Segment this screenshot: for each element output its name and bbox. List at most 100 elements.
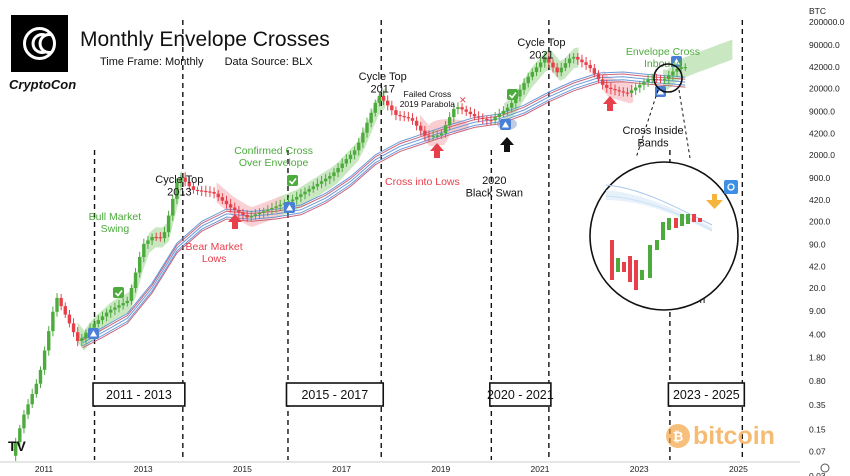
annotation-text: Black Swan [466, 188, 523, 200]
candle-body [530, 72, 535, 77]
candle-body [13, 442, 18, 456]
highlight-zone-bull [504, 47, 579, 124]
candle-body [373, 102, 377, 113]
period-box [667, 382, 746, 407]
candle-body [472, 114, 477, 117]
cryptocon-logo [11, 15, 68, 72]
annotation-text: Lows [202, 253, 227, 265]
candle-body [452, 109, 456, 118]
candle-body [311, 186, 315, 190]
candle-body [555, 67, 559, 73]
candle-body [394, 110, 398, 115]
candle-body [42, 350, 47, 370]
y-tick-label: 4200.0 [809, 129, 835, 139]
y-tick-label: 42000.0 [809, 62, 840, 72]
triangle-icon [502, 121, 509, 128]
candle-body [237, 210, 241, 213]
candle-body [534, 67, 539, 73]
candle-body [551, 62, 555, 68]
candle-body [208, 191, 212, 193]
annotation-text: Bands [637, 138, 669, 150]
candle-body [402, 116, 406, 118]
candle-body [332, 172, 336, 177]
candle-body [129, 288, 134, 301]
candle-body [605, 84, 609, 88]
candle-body [559, 67, 563, 73]
y-tick-label: 20000.0 [809, 84, 840, 94]
candle-body [22, 414, 26, 429]
zoom-candle [622, 262, 626, 272]
candle-body [150, 236, 154, 241]
annotation-text: Inbound [644, 58, 682, 70]
annotation-text: Envelope Cross [626, 46, 700, 58]
annotation-text: 2013 [167, 187, 191, 199]
candle-body [629, 90, 634, 93]
annotation-text: Failed Cross [404, 89, 452, 99]
x-tick-label: 2013 [134, 464, 153, 474]
highlight-zone-bull [276, 87, 386, 218]
candle-body [406, 117, 411, 119]
envelope-band [82, 81, 686, 349]
candle-body [613, 89, 617, 91]
y-tick-label: 2000.0 [809, 150, 835, 160]
candle-body [493, 117, 497, 121]
candle-body [249, 215, 253, 218]
candle-body [55, 297, 59, 312]
zoom-band-fill [606, 190, 712, 232]
y-tick-label: 0.15 [809, 424, 826, 434]
candle-body [509, 103, 514, 108]
candle-body [501, 110, 506, 114]
confirmed-cross-marker [287, 175, 298, 186]
candle-body [609, 87, 613, 90]
x-tick-label: 2015 [233, 464, 252, 474]
candle-body [667, 75, 671, 80]
candle-body [662, 79, 667, 81]
candle-body [67, 314, 72, 324]
candle-body [526, 76, 530, 84]
triangle-icon [657, 88, 664, 95]
candle-body [485, 118, 489, 121]
candle-body [675, 69, 679, 72]
candle-body [47, 331, 51, 351]
axes-layer: 200000.0 90000.0 42000.0 20000.0 9000.0 4200.… [0, 6, 845, 476]
candle-body [96, 320, 101, 324]
candle-body [340, 163, 344, 168]
candle-body [158, 237, 163, 239]
y-tick-label: 1.80 [809, 353, 826, 363]
x-tick-label: 2017 [332, 464, 351, 474]
y-tick-label: 9000.0 [809, 107, 835, 117]
candle-body [154, 236, 158, 239]
x-tick-label: 2021 [531, 464, 550, 474]
candle-body [414, 120, 419, 126]
candle-body [571, 56, 576, 59]
subtitle: Time Frame: Monthly Data Source: BLX [100, 56, 331, 68]
candle-body [18, 428, 22, 443]
candle-body [443, 125, 448, 134]
candle-body [654, 79, 659, 81]
candle-body [179, 177, 183, 183]
candle-body [352, 150, 357, 155]
candle-body [439, 133, 444, 136]
bitcoin-watermark: bitcoin [693, 422, 775, 450]
timeframe-label: Time Frame: Monthly [100, 56, 204, 68]
candle-body [75, 332, 80, 342]
candle-body [303, 191, 307, 195]
candle-body [592, 68, 597, 74]
confirmed-cross-marker [507, 89, 518, 100]
candle-body [104, 312, 109, 317]
candle-body [427, 135, 431, 137]
period-box [92, 382, 186, 407]
candle-body [199, 190, 204, 192]
zoom-candle [655, 240, 659, 250]
period-label: 2015 - 2017 [301, 388, 368, 402]
candles-layer [13, 52, 687, 461]
period-box [489, 382, 552, 407]
highlight-zone-bear [216, 182, 281, 227]
candle-body [80, 338, 84, 342]
candle-body [204, 190, 208, 193]
x-tick-label: 2025 [729, 464, 748, 474]
candle-body [212, 191, 216, 194]
zoom-layer [589, 63, 739, 311]
y-tick-label: 200.0 [809, 217, 831, 227]
candle-body [63, 306, 67, 315]
